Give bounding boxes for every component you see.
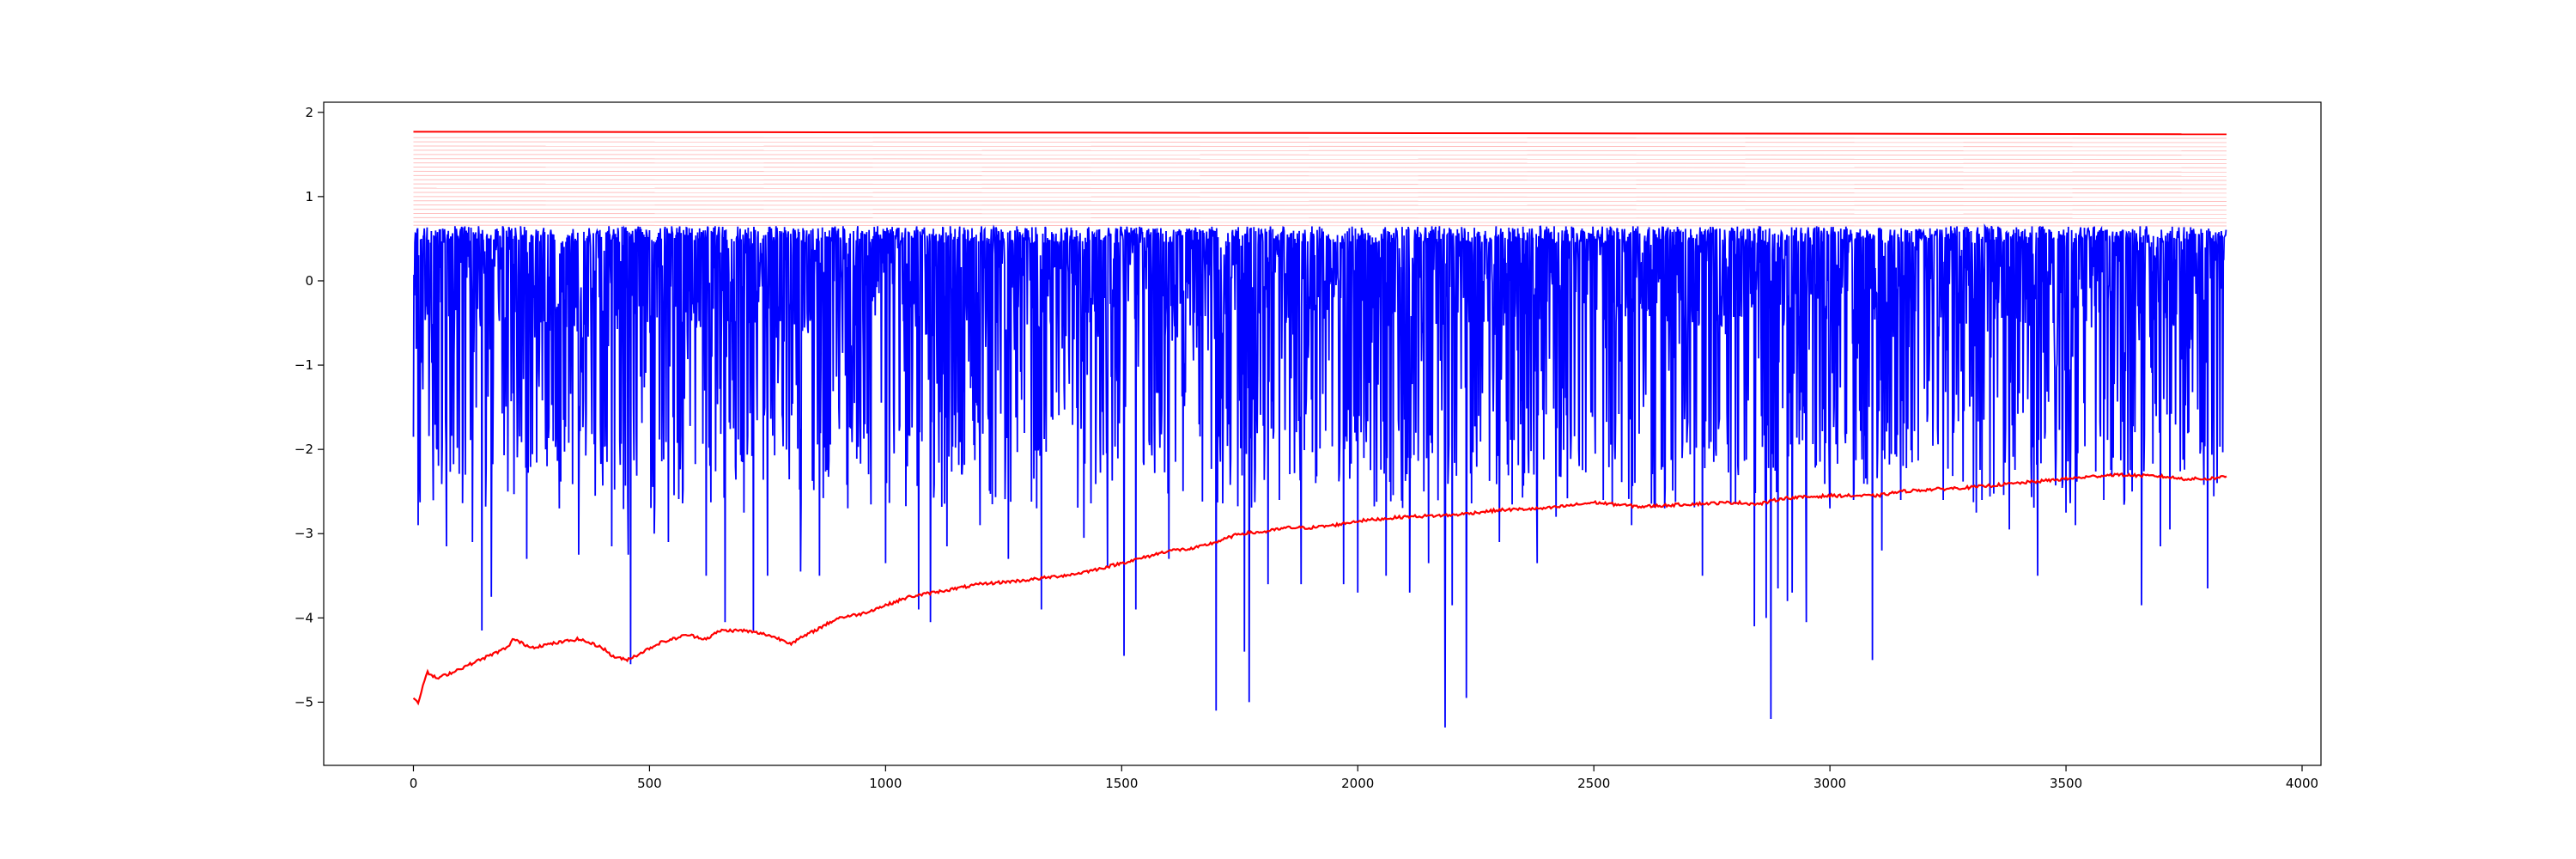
y-axis: −5 −4 −3 −2 −1 0 1 2 xyxy=(295,105,324,710)
y-tick-label: 0 xyxy=(305,273,313,289)
x-tick-label: 0 xyxy=(410,776,418,791)
faint-reference-line xyxy=(413,196,2227,198)
faint-reference-line xyxy=(413,141,2227,143)
plot-area xyxy=(412,131,2227,728)
top-reference-line xyxy=(413,131,2227,136)
x-tick-label: 500 xyxy=(637,776,662,791)
x-tick-label: 1500 xyxy=(1105,776,1138,791)
x-tick-label: 3000 xyxy=(1814,776,1846,791)
y-tick-label: −3 xyxy=(295,526,313,541)
faint-reference-line xyxy=(413,170,2227,173)
faint-reference-line xyxy=(413,204,2227,206)
faint-reference-line xyxy=(413,183,2227,186)
faint-reference-line xyxy=(413,187,2227,190)
faint-reference-line xyxy=(413,137,2227,139)
x-tick-label: 1000 xyxy=(869,776,902,791)
faint-reference-line xyxy=(413,192,2227,194)
faint-reference-line xyxy=(413,200,2227,203)
y-tick-label: −5 xyxy=(295,694,313,710)
y-tick-label: 2 xyxy=(305,105,313,120)
faint-reference-line xyxy=(413,216,2227,219)
x-tick-label: 2500 xyxy=(1577,776,1610,791)
axes-frame xyxy=(323,101,2322,766)
y-tick-label: −1 xyxy=(295,357,313,373)
faint-reference-line xyxy=(413,174,2227,177)
faint-reference-line xyxy=(413,145,2227,148)
faint-reference-line xyxy=(413,162,2227,164)
y-tick-label: −2 xyxy=(295,442,313,457)
noisy-series-line xyxy=(412,223,2227,728)
series-layer xyxy=(412,223,2227,728)
y-tick-label: −4 xyxy=(295,610,313,625)
faint-reference-line xyxy=(413,212,2227,215)
x-axis: 0 500 1000 1500 2000 2500 3000 3500 4000 xyxy=(410,765,2318,791)
x-tick-label: 4000 xyxy=(2286,776,2318,791)
faint-reference-line xyxy=(413,158,2227,161)
faint-reference-line xyxy=(413,224,2227,227)
reference-lines xyxy=(413,131,2227,227)
x-tick-label: 3500 xyxy=(2050,776,2082,791)
trend-series-line xyxy=(412,472,2227,706)
x-tick-label: 2000 xyxy=(1341,776,1374,791)
faint-reference-line xyxy=(413,149,2227,152)
y-tick-label: 1 xyxy=(305,189,313,204)
